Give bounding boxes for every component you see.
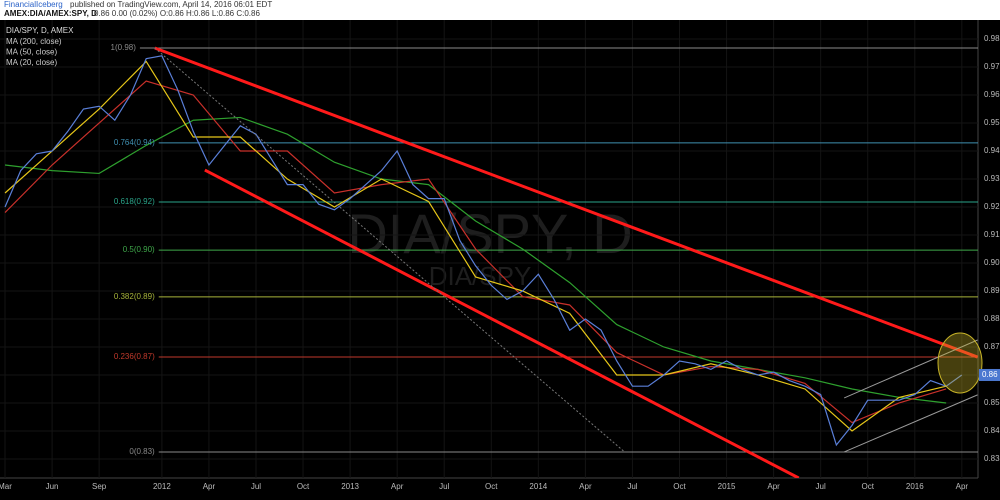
y-tick-label: 0.93 bbox=[984, 174, 1000, 183]
series-line bbox=[4, 60, 947, 432]
header-bg bbox=[0, 0, 1000, 20]
y-tick-label: 0.83 bbox=[984, 454, 1000, 463]
trendline bbox=[154, 46, 978, 359]
fib-label: 0.382(0.89) bbox=[114, 292, 155, 301]
x-tick-label: Jul bbox=[816, 482, 826, 491]
trendline bbox=[204, 168, 800, 478]
x-tick-label: Oct bbox=[297, 482, 310, 491]
fib-label: 0.764(0.94) bbox=[114, 138, 155, 147]
fib-label: 1(0.98) bbox=[111, 43, 137, 52]
legend-entry: MA (20, close) bbox=[6, 58, 57, 67]
x-tick-label: Apr bbox=[767, 482, 780, 491]
fib-label: 0(0.83) bbox=[129, 447, 155, 456]
y-tick-label: 0.91 bbox=[984, 230, 1000, 239]
symbol: AMEX:DIA/AMEX:SPY, D bbox=[4, 9, 97, 18]
x-tick-label: 2014 bbox=[529, 482, 547, 491]
last-price-box bbox=[979, 368, 1000, 381]
x-tick-label: 2015 bbox=[718, 482, 736, 491]
legend-title: DIA/SPY, D, AMEX bbox=[6, 26, 74, 35]
x-tick-label: 2016 bbox=[906, 482, 924, 491]
last-price-label: 0.86 bbox=[982, 370, 998, 379]
y-tick-label: 0.96 bbox=[984, 90, 1000, 99]
x-tick-label: Apr bbox=[391, 482, 404, 491]
fib-label: 0.236(0.87) bbox=[114, 352, 155, 361]
fib-label: 0.5(0.90) bbox=[123, 245, 155, 254]
series-line bbox=[4, 116, 947, 404]
x-tick-label: 2013 bbox=[341, 482, 359, 491]
y-tick-label: 0.90 bbox=[984, 258, 1000, 267]
y-tick-label: 0.94 bbox=[984, 146, 1000, 155]
quote: 0.86 0.00 (0.02%) O:0.86 H:0.86 L:0.86 C… bbox=[94, 9, 260, 18]
legend-entry: MA (50, close) bbox=[6, 48, 57, 57]
x-tick-label: Apr bbox=[956, 482, 969, 491]
y-tick-label: 0.84 bbox=[984, 426, 1000, 435]
x-tick-label: Oct bbox=[485, 482, 498, 491]
series-line bbox=[4, 55, 963, 447]
plot bbox=[0, 20, 978, 478]
x-tick-label: Oct bbox=[673, 482, 686, 491]
x-tick-label: Jul bbox=[439, 482, 449, 491]
x-tick-label: Mar bbox=[0, 482, 12, 491]
y-tick-label: 0.87 bbox=[984, 342, 1000, 351]
x-tick-label: Jul bbox=[251, 482, 261, 491]
x-tick-label: 2012 bbox=[153, 482, 171, 491]
x-tick-label: Sep bbox=[92, 482, 107, 491]
y-tick-label: 0.88 bbox=[984, 314, 1000, 323]
fib-label: 0.618(0.92) bbox=[114, 197, 155, 206]
y-tick-label: 0.92 bbox=[984, 202, 1000, 211]
author[interactable]: FinancialIceberg bbox=[4, 0, 63, 9]
y-tick-label: 0.95 bbox=[984, 118, 1000, 127]
legend-entry: MA (200, close) bbox=[6, 37, 62, 46]
x-tick-label: Apr bbox=[203, 482, 216, 491]
published: published on TradingView.com, April 14, … bbox=[70, 0, 272, 9]
y-tick-label: 0.89 bbox=[984, 286, 1000, 295]
x-tick-label: Jul bbox=[627, 482, 637, 491]
x-tick-label: Jun bbox=[46, 482, 59, 491]
y-tick-label: 0.97 bbox=[984, 62, 1000, 71]
trendline bbox=[844, 339, 978, 399]
x-tick-label: Apr bbox=[579, 482, 592, 491]
watermark-sub: DIA/SPY bbox=[429, 261, 532, 291]
plot-bg bbox=[0, 20, 1000, 495]
x-tick-label: Oct bbox=[862, 482, 875, 491]
y-tick-label: 0.85 bbox=[984, 398, 1000, 407]
highlight-ellipse bbox=[937, 332, 983, 394]
trendline bbox=[844, 394, 978, 453]
y-tick-label: 0.98 bbox=[984, 34, 1000, 43]
trendline bbox=[154, 47, 625, 453]
